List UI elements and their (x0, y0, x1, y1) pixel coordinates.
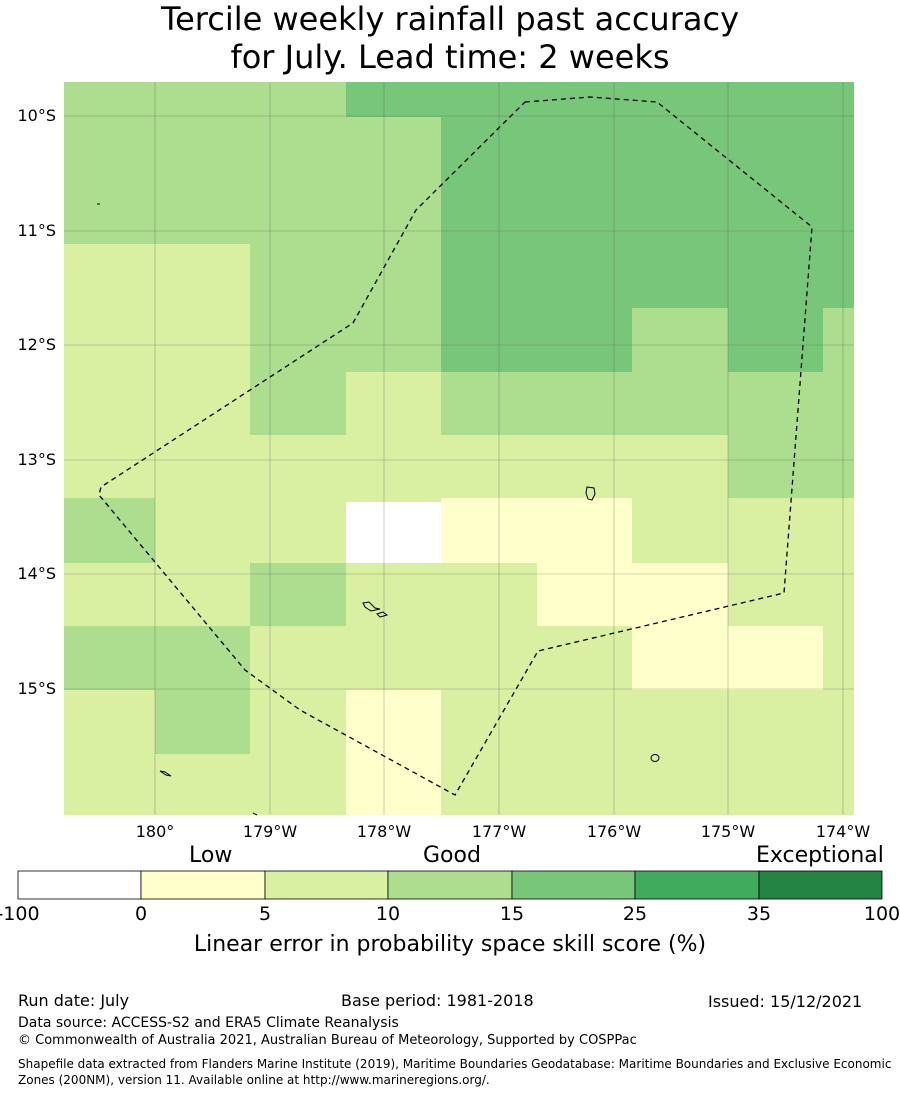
skill-cell (632, 308, 728, 372)
colorbar-tick: -100 (0, 903, 40, 925)
lat-label-13s: 13°S (17, 450, 56, 469)
skill-cell (155, 690, 250, 754)
colorbar-swatch (634, 870, 760, 900)
lat-label-11s: 11°S (17, 221, 56, 240)
island-outline (159, 770, 172, 777)
skill-cell (537, 563, 728, 626)
skill-cell (64, 117, 441, 244)
skill-cell (441, 435, 728, 498)
lon-label-180: 180° (136, 822, 175, 841)
lon-label-177w: 177°W (472, 822, 527, 841)
colorbar-swatch (17, 870, 142, 900)
skill-cell (64, 82, 346, 117)
skill-cell (441, 690, 854, 815)
skill-cell (64, 498, 155, 563)
map-title-line-2: for July. Lead time: 2 weeks (230, 38, 670, 76)
colorbar-tick: 10 (375, 903, 401, 925)
skill-cell (250, 244, 441, 372)
lon-label-174w: 174°W (816, 822, 871, 841)
run-date: Run date: July (18, 991, 130, 1010)
skill-cell (250, 435, 346, 563)
lon-label-179w: 179°W (243, 822, 298, 841)
legend-low-label: Low (189, 843, 233, 868)
island-outline (362, 601, 381, 612)
colorbar-tick: 5 (258, 903, 272, 925)
lat-label-14s: 14°S (17, 564, 56, 583)
graticule (64, 82, 854, 815)
skill-cell (250, 563, 346, 626)
skill-cell (250, 372, 346, 435)
skill-cell (155, 754, 250, 815)
skill-cell (728, 372, 854, 498)
lon-label-178w: 178°W (357, 822, 412, 841)
map-title-line-1: Tercile weekly rainfall past accuracy (160, 0, 739, 38)
colorbar-swatch (758, 870, 883, 900)
skill-cell (632, 626, 823, 690)
skill-cell (346, 563, 537, 626)
skill-cell (64, 626, 250, 690)
skill-cell (823, 626, 854, 690)
colorbar-swatch (387, 870, 513, 900)
skill-score-map: 10°S 11°S 12°S 13°S 14°S 15°S 180° 179°W… (17, 82, 871, 841)
skill-cell (250, 626, 632, 690)
island-outline (650, 754, 660, 762)
shapefile-note: Shapefile data extracted from Flanders M… (18, 1057, 892, 1087)
skill-cell (823, 308, 854, 372)
skill-cell (346, 690, 441, 815)
issued-date: Issued: 15/12/2021 (708, 992, 863, 1011)
colorbar-tick: 25 (622, 903, 648, 925)
lat-label-12s: 12°S (17, 335, 56, 354)
colorbar-swatch (140, 870, 266, 900)
skill-cell (441, 372, 728, 435)
island-outline (376, 611, 389, 618)
skill-cell (155, 498, 250, 563)
legend-exceptional-label: Exceptional (756, 843, 884, 868)
skill-cell (632, 498, 854, 563)
island-outline (585, 486, 596, 501)
skill-cell (441, 498, 632, 563)
colorbar-tick: 100 (863, 903, 900, 925)
skill-cells (64, 82, 854, 815)
legend-good-label: Good (423, 843, 481, 868)
copyright: © Commonwealth of Australia 2021, Austra… (18, 1033, 637, 1048)
lat-label-10s: 10°S (17, 106, 56, 125)
island-outline (252, 812, 258, 816)
skill-cell (728, 308, 823, 372)
skill-cell (346, 82, 854, 117)
skill-cell (64, 690, 155, 815)
colorbar-tick: 0 (134, 903, 148, 925)
skill-cell (64, 563, 250, 626)
colorbar-swatch (264, 870, 389, 900)
skill-cell (441, 117, 854, 308)
colorbar (17, 870, 883, 900)
colorbar-swatch (511, 870, 636, 900)
data-source: Data source: ACCESS-S2 and ERA5 Climate … (18, 1015, 399, 1031)
colorbar-tick: 35 (746, 903, 772, 925)
skill-cell (346, 372, 441, 502)
skill-cell (250, 690, 346, 815)
skill-cell (728, 563, 854, 626)
lon-label-176w: 176°W (587, 822, 642, 841)
colorbar-tick: 15 (499, 903, 525, 925)
base-period: Base period: 1981-2018 (341, 991, 534, 1010)
eez-boundary-line (98, 96, 813, 796)
lon-label-175w: 175°W (701, 822, 756, 841)
lat-label-15s: 15°S (17, 679, 56, 698)
colorbar-axis-label: Linear error in probability space skill … (193, 932, 707, 957)
skill-cell (441, 308, 632, 372)
